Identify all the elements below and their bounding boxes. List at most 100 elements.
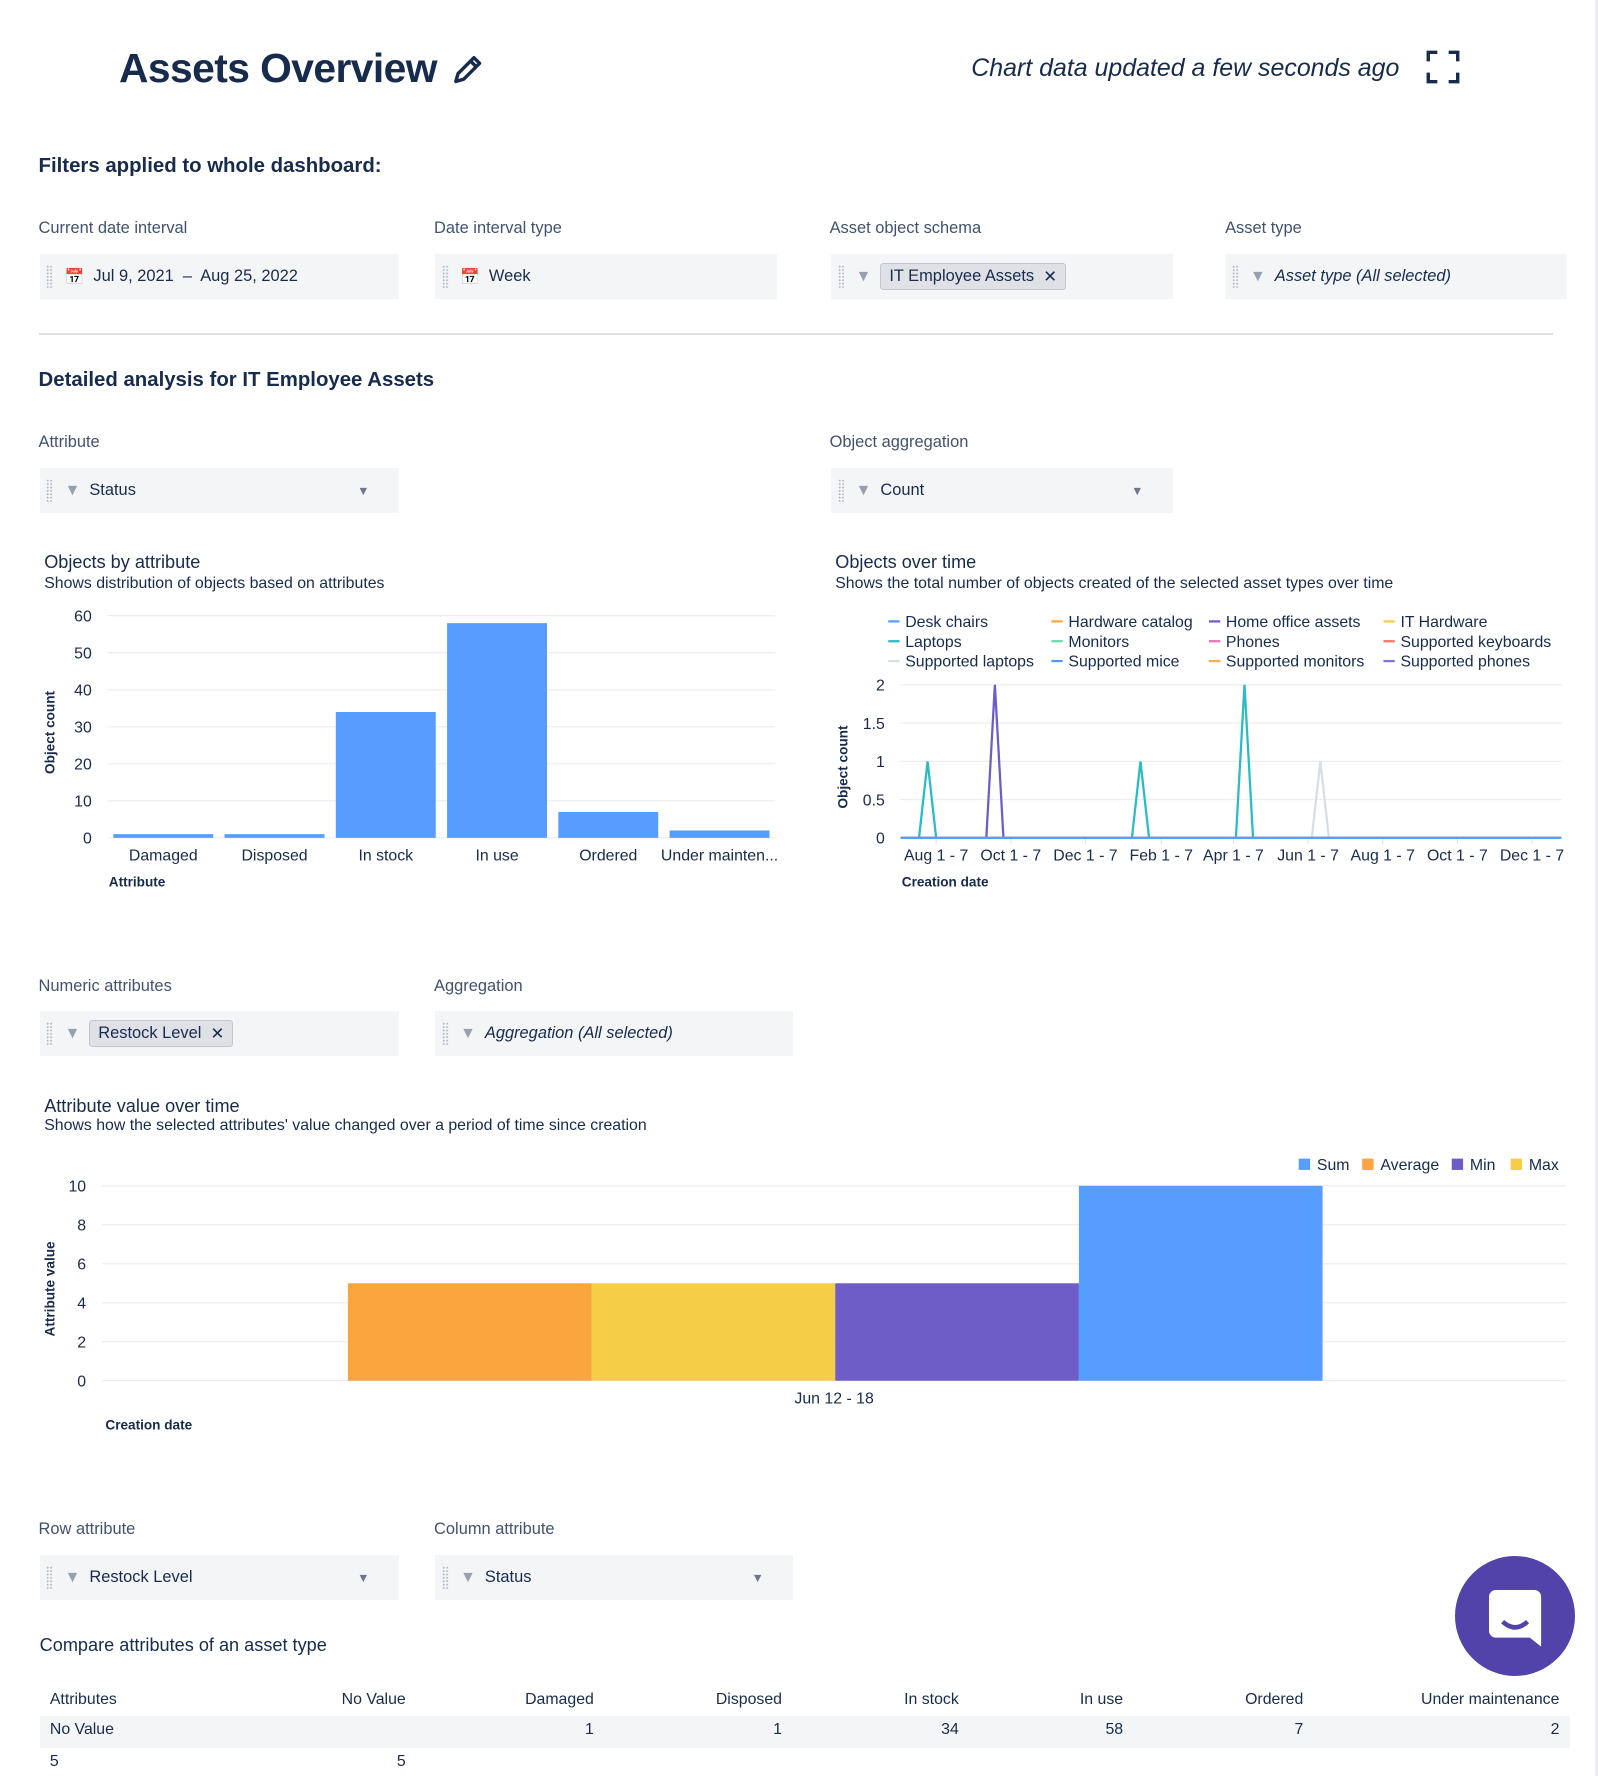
- chart1-subtitle: Shows distribution of objects based on a…: [44, 574, 385, 592]
- attribute-select[interactable]: ▼ Status ▼: [39, 468, 399, 514]
- analysis-heading: Detailed analysis for IT Employee Assets: [38, 369, 435, 392]
- legend-label: Supported keyboards: [1401, 634, 1552, 651]
- row-attribute-select[interactable]: ▼ Restock Level ▼: [39, 1554, 399, 1601]
- filter-icon: ▼: [460, 1024, 476, 1042]
- fullscreen-icon[interactable]: [1426, 50, 1460, 89]
- chat-button[interactable]: [1455, 1556, 1576, 1677]
- date-interval-filter[interactable]: 📅 Jul 9, 2021 – Aug 25, 2022: [39, 253, 399, 300]
- x-tick-label: In stock: [358, 847, 413, 864]
- schema-filter[interactable]: ▼ IT Employee Assets ✕: [830, 253, 1173, 300]
- filter-icon: ▼: [64, 1568, 81, 1586]
- y-tick-label: 1.5: [863, 715, 885, 732]
- schema-chip: IT Employee Assets ✕: [880, 263, 1066, 290]
- table-cell: 7: [1294, 1721, 1304, 1739]
- x-tick-label: Aug 1 - 7: [904, 847, 969, 864]
- legend-label: Phones: [1226, 634, 1280, 651]
- scrollbar[interactable]: [1594, 0, 1598, 1776]
- chart1-title: Objects by attribute: [44, 551, 201, 572]
- drag-handle-icon[interactable]: [441, 265, 449, 288]
- chat-bubble-icon: [1489, 1590, 1542, 1647]
- chevron-down-icon: ▼: [357, 483, 370, 498]
- y-axis-label: Object count: [836, 725, 851, 808]
- legend-label: Supported mice: [1069, 653, 1180, 670]
- drag-handle-icon[interactable]: [46, 1022, 54, 1045]
- drag-handle-icon[interactable]: [46, 1566, 54, 1589]
- y-axis-label: Attribute value: [42, 1241, 57, 1337]
- drag-handle-icon[interactable]: [441, 1566, 449, 1589]
- column-attribute-select[interactable]: ▼ Status ▼: [435, 1554, 794, 1601]
- asset-type-placeholder: Asset type (All selected): [1274, 267, 1451, 285]
- legend-swatch: [1451, 1158, 1464, 1170]
- table-cell: 34: [941, 1721, 959, 1739]
- legend-label: Max: [1529, 1157, 1559, 1174]
- attribute-label: Attribute: [38, 432, 100, 451]
- column-attribute-label: Column attribute: [434, 1519, 555, 1538]
- filter-icon: ▼: [64, 1024, 81, 1042]
- legend-label: Supported phones: [1401, 653, 1531, 670]
- table-cell: 1: [773, 1721, 782, 1739]
- asset-type-filter[interactable]: ▼ Asset type (All selected): [1225, 253, 1568, 300]
- filter-icon: ▼: [460, 1568, 476, 1586]
- x-tick-label: Disposed: [241, 847, 307, 864]
- y-tick-label: 2: [876, 677, 885, 694]
- numeric-attributes-filter[interactable]: ▼ Restock Level ✕: [39, 1010, 399, 1057]
- aggregation-label: Object aggregation: [829, 432, 969, 451]
- y-tick-label: 50: [74, 645, 92, 662]
- drag-handle-icon[interactable]: [837, 479, 845, 503]
- drag-handle-icon[interactable]: [1231, 265, 1239, 288]
- y-tick-label: 1: [876, 754, 885, 771]
- page-title: Assets Overview: [118, 45, 438, 92]
- legend-label: Average: [1380, 1157, 1439, 1174]
- chevron-down-icon: ▼: [1131, 483, 1144, 498]
- legend-label: IT Hardware: [1401, 614, 1488, 631]
- bar: [669, 830, 770, 838]
- x-tick-label: Oct 1 - 7: [1427, 847, 1488, 864]
- remove-chip-icon[interactable]: ✕: [1043, 267, 1057, 286]
- filters-heading: Filters applied to whole dashboard:: [38, 155, 382, 178]
- column-header: Ordered: [1245, 1690, 1304, 1708]
- drag-handle-icon[interactable]: [441, 1022, 449, 1045]
- chevron-down-icon: ▼: [751, 1570, 764, 1585]
- y-tick-label: 4: [77, 1295, 86, 1312]
- series-line: [900, 684, 1562, 839]
- x-tick-label: Dec 1 - 7: [1500, 847, 1565, 864]
- y-tick-label: 8: [77, 1217, 86, 1234]
- column-header: No Value: [341, 1690, 406, 1708]
- legend-label: Desk chairs: [905, 614, 988, 631]
- y-tick-label: 10: [74, 793, 92, 810]
- legend-swatch: [1510, 1158, 1523, 1170]
- bar: [224, 833, 325, 838]
- calendar-icon: 📅: [64, 268, 85, 286]
- drag-handle-icon[interactable]: [46, 265, 54, 288]
- row-attribute-label: Row attribute: [38, 1519, 136, 1538]
- column-header: In use: [1079, 1690, 1124, 1708]
- y-tick-label: 0.5: [863, 792, 885, 809]
- bar: [447, 622, 548, 838]
- legend-label: Home office assets: [1226, 614, 1361, 631]
- date-interval-label: Current date interval: [38, 218, 188, 237]
- chevron-down-icon: ▼: [357, 1570, 370, 1585]
- interval-type-filter[interactable]: 📅 Week: [435, 253, 778, 300]
- aggregation-select[interactable]: ▼ Count ▼: [830, 468, 1173, 514]
- table-cell: 1: [585, 1721, 594, 1739]
- column-header: Damaged: [525, 1690, 594, 1708]
- chip-label: Restock Level: [98, 1024, 202, 1043]
- x-tick-label: Feb 1 - 7: [1130, 847, 1194, 864]
- legend-label: Supported monitors: [1226, 653, 1364, 670]
- drag-handle-icon[interactable]: [46, 479, 54, 503]
- table-row-highlight: [39, 1715, 1570, 1748]
- row-attribute-value: Restock Level: [89, 1568, 193, 1587]
- x-tick-label: In use: [475, 847, 518, 864]
- y-tick-label: 2: [77, 1334, 86, 1351]
- interval-type-label: Date interval type: [434, 218, 562, 237]
- aggregation2-filter[interactable]: ▼ Aggregation (All selected): [435, 1010, 794, 1057]
- legend-label: Min: [1470, 1157, 1496, 1174]
- pencil-icon[interactable]: [449, 52, 485, 93]
- y-tick-label: 6: [77, 1256, 86, 1273]
- y-tick-label: 0: [77, 1373, 86, 1390]
- remove-chip-icon[interactable]: ✕: [210, 1024, 225, 1043]
- y-axis-label: Object count: [42, 690, 57, 773]
- column-header: Attributes: [49, 1690, 117, 1708]
- drag-handle-icon[interactable]: [837, 265, 845, 288]
- table-cell: 5: [396, 1753, 406, 1771]
